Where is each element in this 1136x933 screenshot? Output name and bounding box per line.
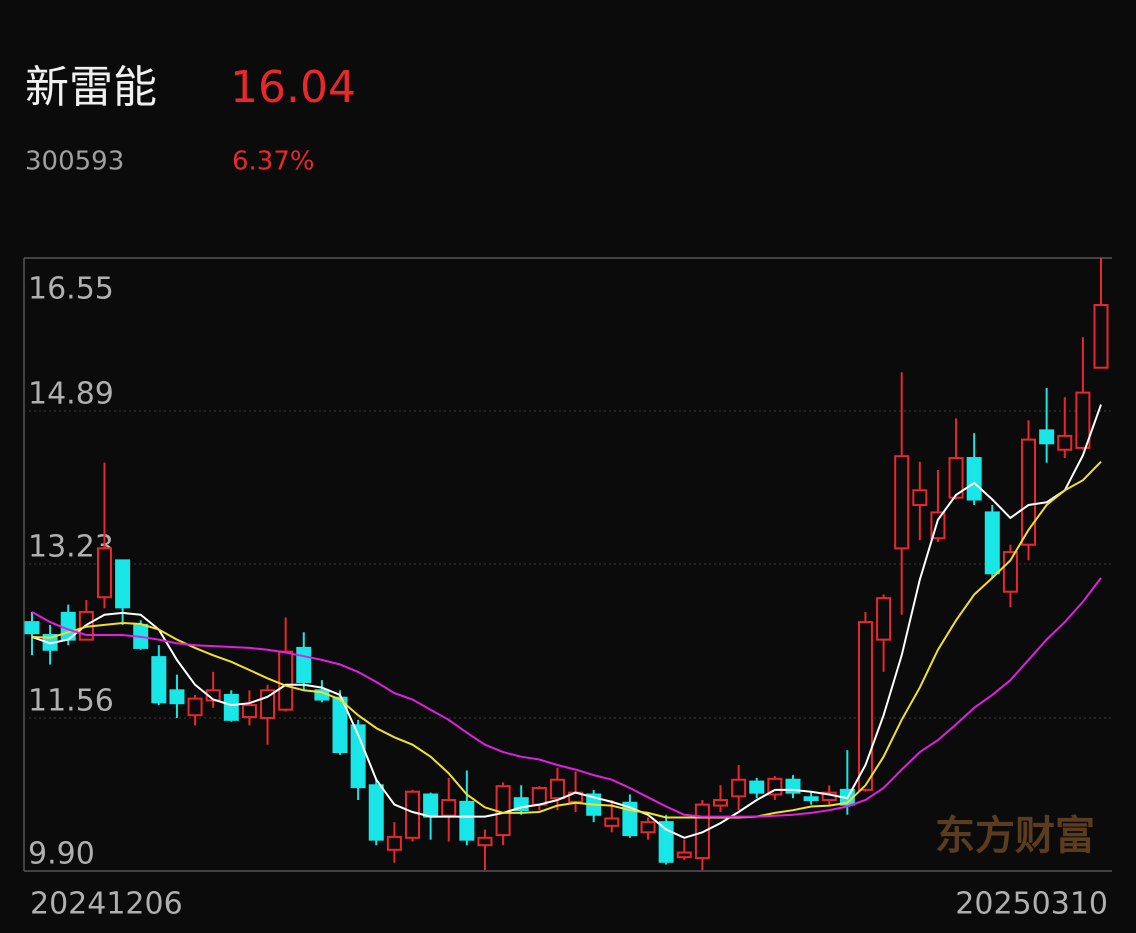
candle-body: [368, 784, 384, 841]
candle-body: [187, 697, 203, 717]
candle-body: [966, 457, 982, 501]
candle-body: [1075, 391, 1091, 449]
candle-body: [1021, 438, 1037, 546]
candle-body: [169, 689, 185, 705]
x-tick-label: 20250310: [955, 887, 1108, 922]
candle-body: [531, 787, 547, 806]
stock-name: 新雷能: [25, 62, 157, 113]
moving-average-line: [31, 404, 1102, 839]
candle-body: [332, 696, 348, 754]
candle-body: [278, 650, 294, 711]
candle-body: [731, 778, 747, 798]
candle-body: [296, 646, 312, 684]
candle-body: [749, 780, 765, 794]
candle-body: [876, 597, 892, 641]
moving-average-line: [31, 577, 1102, 818]
candle-body: [151, 656, 167, 704]
watermark: 东方财富: [935, 813, 1095, 859]
price-change: 6.37%: [232, 147, 315, 177]
stock-price: 16.04: [230, 62, 356, 113]
candle-body: [713, 799, 729, 807]
moving-average-line: [31, 461, 1102, 819]
y-tick-label: 9.90: [28, 837, 95, 872]
candle-body: [948, 457, 964, 499]
candle-body: [115, 559, 131, 609]
candle-body: [441, 799, 457, 817]
candle-body: [912, 489, 928, 507]
candle-body: [676, 851, 692, 859]
x-tick-label: 20241206: [30, 887, 183, 922]
y-tick-label: 11.56: [28, 683, 114, 718]
candle-body: [24, 621, 40, 635]
candle-body: [404, 790, 420, 839]
candle-body: [1002, 551, 1018, 593]
y-tick-label: 14.89: [28, 377, 114, 412]
candle-body: [423, 793, 439, 818]
y-tick-label: 16.55: [28, 272, 114, 307]
candle-body: [549, 778, 565, 800]
candle-body: [1093, 304, 1109, 369]
candle-body: [984, 511, 1000, 575]
candle-body: [223, 693, 239, 721]
candle-body: [658, 821, 674, 863]
candle-body: [640, 821, 656, 834]
candle-body: [459, 800, 475, 841]
stock-code: 300593: [25, 147, 124, 177]
candle-body: [894, 455, 910, 550]
candle-body: [1039, 429, 1055, 445]
candle-body: [386, 835, 402, 851]
candle-body: [513, 797, 529, 812]
candle-body: [477, 836, 493, 847]
candle-body: [241, 704, 257, 719]
candle-body: [96, 547, 112, 599]
candle-body: [803, 796, 819, 802]
candle-body: [857, 621, 873, 791]
candle-body: [1057, 434, 1073, 451]
candle-body: [604, 817, 620, 827]
